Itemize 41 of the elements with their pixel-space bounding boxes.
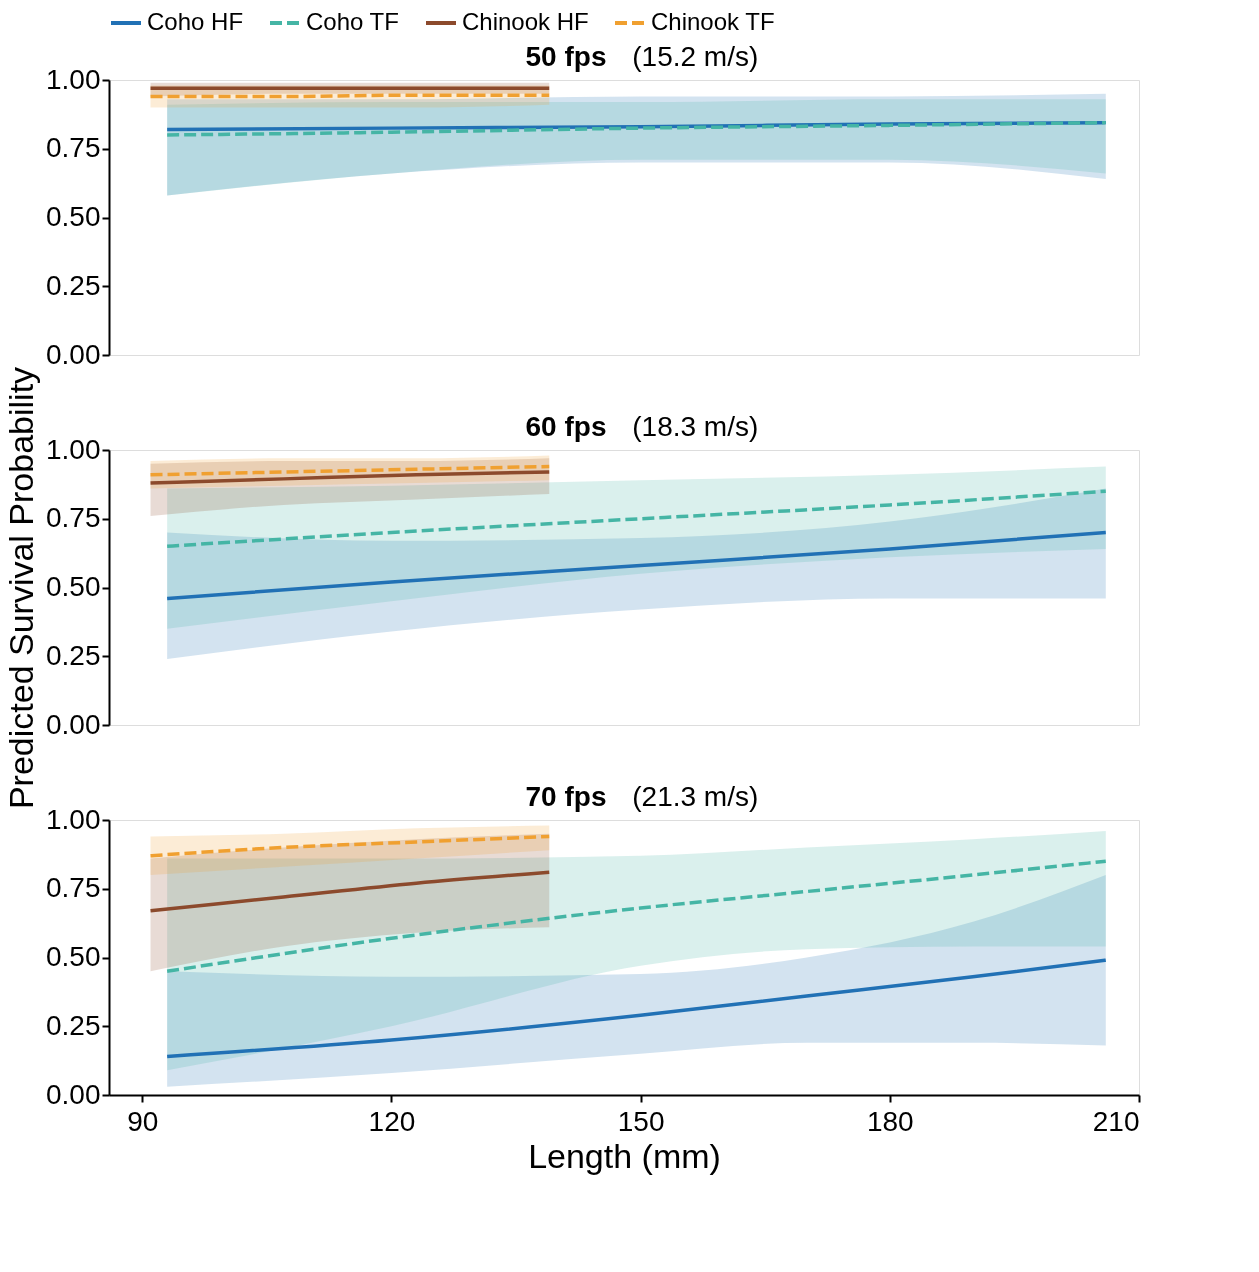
legend-label: Chinook HF	[462, 8, 589, 35]
y-tick-label: 0.75	[46, 872, 101, 904]
y-axis-title: Predicted Survival Probability	[2, 366, 40, 810]
line-series	[148, 870, 551, 913]
y-tick-label: 0.50	[46, 571, 101, 602]
y-tick-label: 0.50	[46, 201, 101, 232]
y-tick-label: 1.00	[46, 433, 101, 465]
legend-label: Chinook TF	[651, 8, 775, 35]
y-tick-label: 0.25	[46, 639, 101, 671]
chart-title: 60 fps	[525, 411, 607, 442]
line-series	[148, 464, 551, 477]
legend-label: Coho HF	[147, 8, 244, 35]
y-tick-label: 0.75	[46, 502, 101, 534]
line-series	[165, 489, 1108, 548]
line-series	[148, 470, 551, 485]
x-tick-label: 150	[617, 1105, 665, 1137]
x-tick-label: 120	[368, 1105, 416, 1137]
y-tick-label: 1.00	[46, 803, 101, 835]
legend-label: Coho TF	[306, 8, 399, 35]
chart-subtitle: (18.3 m/s)	[632, 411, 759, 442]
y-tick-label: 0.00	[46, 1078, 101, 1110]
y-tick-label: 0.50	[46, 941, 101, 972]
line-series	[165, 530, 1108, 601]
y-tick-label: 0.00	[46, 338, 101, 370]
chart-title: 70 fps	[525, 781, 607, 812]
line-series	[165, 120, 1108, 137]
line-series	[165, 859, 1108, 973]
line-series	[148, 834, 551, 858]
y-tick-label: 0.25	[46, 269, 101, 301]
y-tick-label: 0.25	[46, 1009, 101, 1041]
y-tick-label: 1.00	[46, 63, 101, 95]
y-tick-label: 0.75	[46, 132, 101, 164]
chart-subtitle: (15.2 m/s)	[632, 41, 759, 72]
y-tick-label: 0.00	[46, 708, 101, 740]
x-tick-label: 210	[1092, 1105, 1140, 1137]
chart-title: 50 fps	[525, 41, 607, 72]
x-tick-label: 90	[127, 1105, 159, 1137]
chart-subtitle: (21.3 m/s)	[632, 781, 759, 812]
x-tick-label: 180	[866, 1105, 914, 1137]
line-series	[165, 958, 1108, 1059]
x-axis-title: Length (mm)	[528, 1136, 721, 1175]
